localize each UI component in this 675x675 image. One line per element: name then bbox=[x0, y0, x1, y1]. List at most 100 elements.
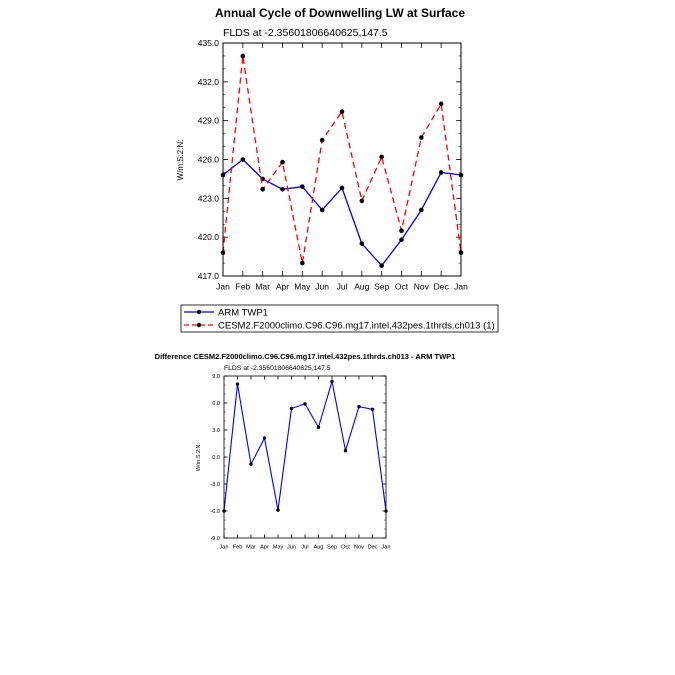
c1-xtick-label-2: Mar bbox=[255, 282, 270, 292]
c2-series-0-point-7 bbox=[316, 425, 321, 429]
c2-series-0-point-8 bbox=[330, 379, 334, 384]
legend-cesm-marker bbox=[196, 322, 202, 328]
c2-series-0-point-6 bbox=[303, 402, 307, 406]
c2-xtick-label-0: Jan bbox=[219, 545, 228, 551]
c2-xtick-label-5: Jun bbox=[287, 545, 296, 551]
c2-xtick-label-2: Mar bbox=[246, 545, 256, 551]
c1-series-0-point-1 bbox=[240, 157, 246, 162]
c2-xtick-label-9: Oct bbox=[341, 545, 350, 551]
legend-box bbox=[180, 304, 499, 333]
c1-series-1-point-3 bbox=[280, 159, 285, 165]
c2-xtick-label-7: Aug bbox=[314, 545, 324, 551]
c2-ytick-label-4: 3.0 bbox=[212, 428, 220, 434]
c2-xtick-label-3: Apr bbox=[260, 545, 269, 551]
c2-series-0-point-5 bbox=[289, 406, 294, 411]
chart2-x-axis: Jan Feb Mar Apr May Jun Jul Aug Sep Oct Nov Dec Jan bbox=[219, 376, 391, 551]
chart1-subtitle: FLDS at -2.35601806640625,147.5 bbox=[223, 27, 388, 39]
c1-series-1-point-11 bbox=[438, 101, 444, 107]
c1-series-line-0 bbox=[222, 158, 462, 267]
c1-ytick-label-2: 423.0 bbox=[198, 193, 220, 203]
c1-series-0-point-4 bbox=[300, 184, 305, 189]
c2-xtick-label-11: Dec bbox=[368, 545, 378, 551]
legend-entry-arm: ARM TWP1 bbox=[184, 308, 268, 319]
c2-ytick-label-0: -9.0 bbox=[210, 536, 220, 542]
c1-xtick-label-11: Dec bbox=[434, 282, 450, 292]
legend-arm-marker bbox=[196, 309, 202, 315]
c2-series-0-point-11 bbox=[370, 407, 375, 411]
c1-xtick-label-8: Sep bbox=[374, 282, 389, 292]
c2-xtick-label-6: Jul bbox=[301, 545, 308, 551]
c1-series-line-1 bbox=[222, 55, 462, 264]
c1-series-1-point-8 bbox=[379, 154, 384, 160]
c1-series-0-point-7 bbox=[359, 241, 365, 246]
c2-xtick-label-8: Sep bbox=[327, 545, 337, 551]
c1-ytick-label-6: 435.0 bbox=[198, 38, 220, 48]
c1-xtick-label-12: Jan bbox=[454, 282, 468, 292]
c1-series-1-point-7 bbox=[359, 198, 365, 204]
c2-xtick-label-1: Feb bbox=[233, 545, 243, 551]
c1-ytick-label-4: 429.0 bbox=[198, 116, 220, 126]
c1-xtick-label-7: Aug bbox=[354, 282, 369, 292]
chart1-series-group bbox=[220, 53, 464, 268]
c2-xtick-label-12: Jan bbox=[381, 545, 390, 551]
c1-xtick-label-5: Jun bbox=[315, 282, 329, 292]
c1-xtick-label-4: May bbox=[294, 282, 311, 292]
c1-series-0-point-8 bbox=[379, 263, 384, 268]
c1-series-1-point-4 bbox=[300, 260, 305, 266]
c1-series-1-point-10 bbox=[419, 135, 424, 140]
chart2-plot-frame bbox=[223, 375, 387, 539]
chart2-y-axis: -9.0 -6.0 -3.0 0.0 3.0 6.0 9.0 bbox=[210, 374, 386, 542]
c1-series-1-point-9 bbox=[399, 228, 404, 233]
legend-cesm-label: CESM2.F2000climo.C96.C96.mg17.intel.432p… bbox=[218, 321, 495, 332]
c2-ytick-label-3: 0.0 bbox=[212, 455, 220, 461]
c2-ytick-label-1: -6.0 bbox=[210, 509, 220, 515]
legend-entry-cesm: CESM2.F2000climo.C96.C96.mg17.intel.432p… bbox=[184, 321, 495, 332]
c2-series-0-point-9 bbox=[343, 449, 348, 453]
chart1-ylabel: W/m:S:2:N: bbox=[176, 140, 185, 181]
c2-series-0-point-10 bbox=[357, 404, 361, 409]
chart2-title: Difference CESM2.F2000climo.C96.C96.mg17… bbox=[155, 352, 456, 361]
c1-series-1-point-2 bbox=[260, 186, 265, 192]
annual-cycle-chart: Annual Cycle of Downwelling LW at Surfac… bbox=[176, 6, 468, 292]
c2-series-0-point-3 bbox=[262, 436, 267, 440]
c1-ytick-label-5: 432.0 bbox=[198, 77, 220, 87]
c1-series-1-point-1 bbox=[240, 53, 246, 59]
c1-xtick-label-9: Oct bbox=[395, 282, 409, 292]
c1-ytick-label-3: 426.0 bbox=[198, 154, 220, 164]
c2-series-line-0 bbox=[223, 381, 387, 512]
chart2-ylabel: W/m:S:2:N: bbox=[196, 442, 202, 471]
c2-series-0-point-2 bbox=[249, 462, 253, 466]
c1-series-0-point-6 bbox=[339, 185, 345, 191]
c2-series-0-point-4 bbox=[276, 508, 280, 512]
chart1-title: Annual Cycle of Downwelling LW at Surfac… bbox=[215, 6, 465, 20]
c1-series-0-point-5 bbox=[319, 207, 325, 213]
c2-xtick-label-4: May bbox=[273, 545, 284, 551]
c1-xtick-label-3: Apr bbox=[276, 282, 289, 292]
c1-ytick-label-1: 420.0 bbox=[198, 232, 220, 242]
c1-series-1-point-6 bbox=[339, 109, 345, 114]
c2-series-0-point-1 bbox=[235, 382, 240, 386]
c1-series-0-point-11 bbox=[438, 170, 444, 175]
c1-series-0-point-9 bbox=[399, 237, 404, 243]
c1-xtick-label-1: Feb bbox=[236, 282, 251, 292]
c1-series-0-point-10 bbox=[419, 207, 424, 213]
c2-ytick-label-2: -3.0 bbox=[210, 482, 220, 488]
chart2-subtitle: FLDS at -2.35601806640625,147.5 bbox=[224, 365, 331, 372]
chart1-legend: ARM TWP1 CESM2.F2000climo.C96.C96.mg17.i… bbox=[180, 304, 499, 333]
legend-arm-label: ARM TWP1 bbox=[218, 308, 268, 319]
c1-series-1-point-5 bbox=[319, 137, 325, 143]
chart2-series-group bbox=[222, 379, 388, 513]
chart1-y-axis: 417.0 420.0 423.0 426.0 429.0 432.0 435.0 bbox=[198, 38, 461, 281]
c2-ytick-label-5: 6.0 bbox=[212, 401, 220, 407]
c2-xtick-label-10: Nov bbox=[354, 545, 364, 551]
chart1-x-axis: Jan Feb Mar Apr May Jun Jul Aug Sep Oct Nov Dec Jan bbox=[216, 43, 468, 292]
c1-xtick-label-10: Nov bbox=[414, 282, 430, 292]
c2-ytick-label-6: 9.0 bbox=[212, 374, 220, 380]
chart1-plot-frame bbox=[222, 42, 462, 277]
c1-series-0-point-3 bbox=[280, 186, 285, 192]
c1-xtick-label-0: Jan bbox=[216, 282, 230, 292]
difference-chart: Difference CESM2.F2000climo.C96.C96.mg17… bbox=[155, 352, 456, 551]
c1-ytick-label-0: 417.0 bbox=[198, 271, 220, 281]
c1-xtick-label-6: Jul bbox=[337, 282, 348, 292]
